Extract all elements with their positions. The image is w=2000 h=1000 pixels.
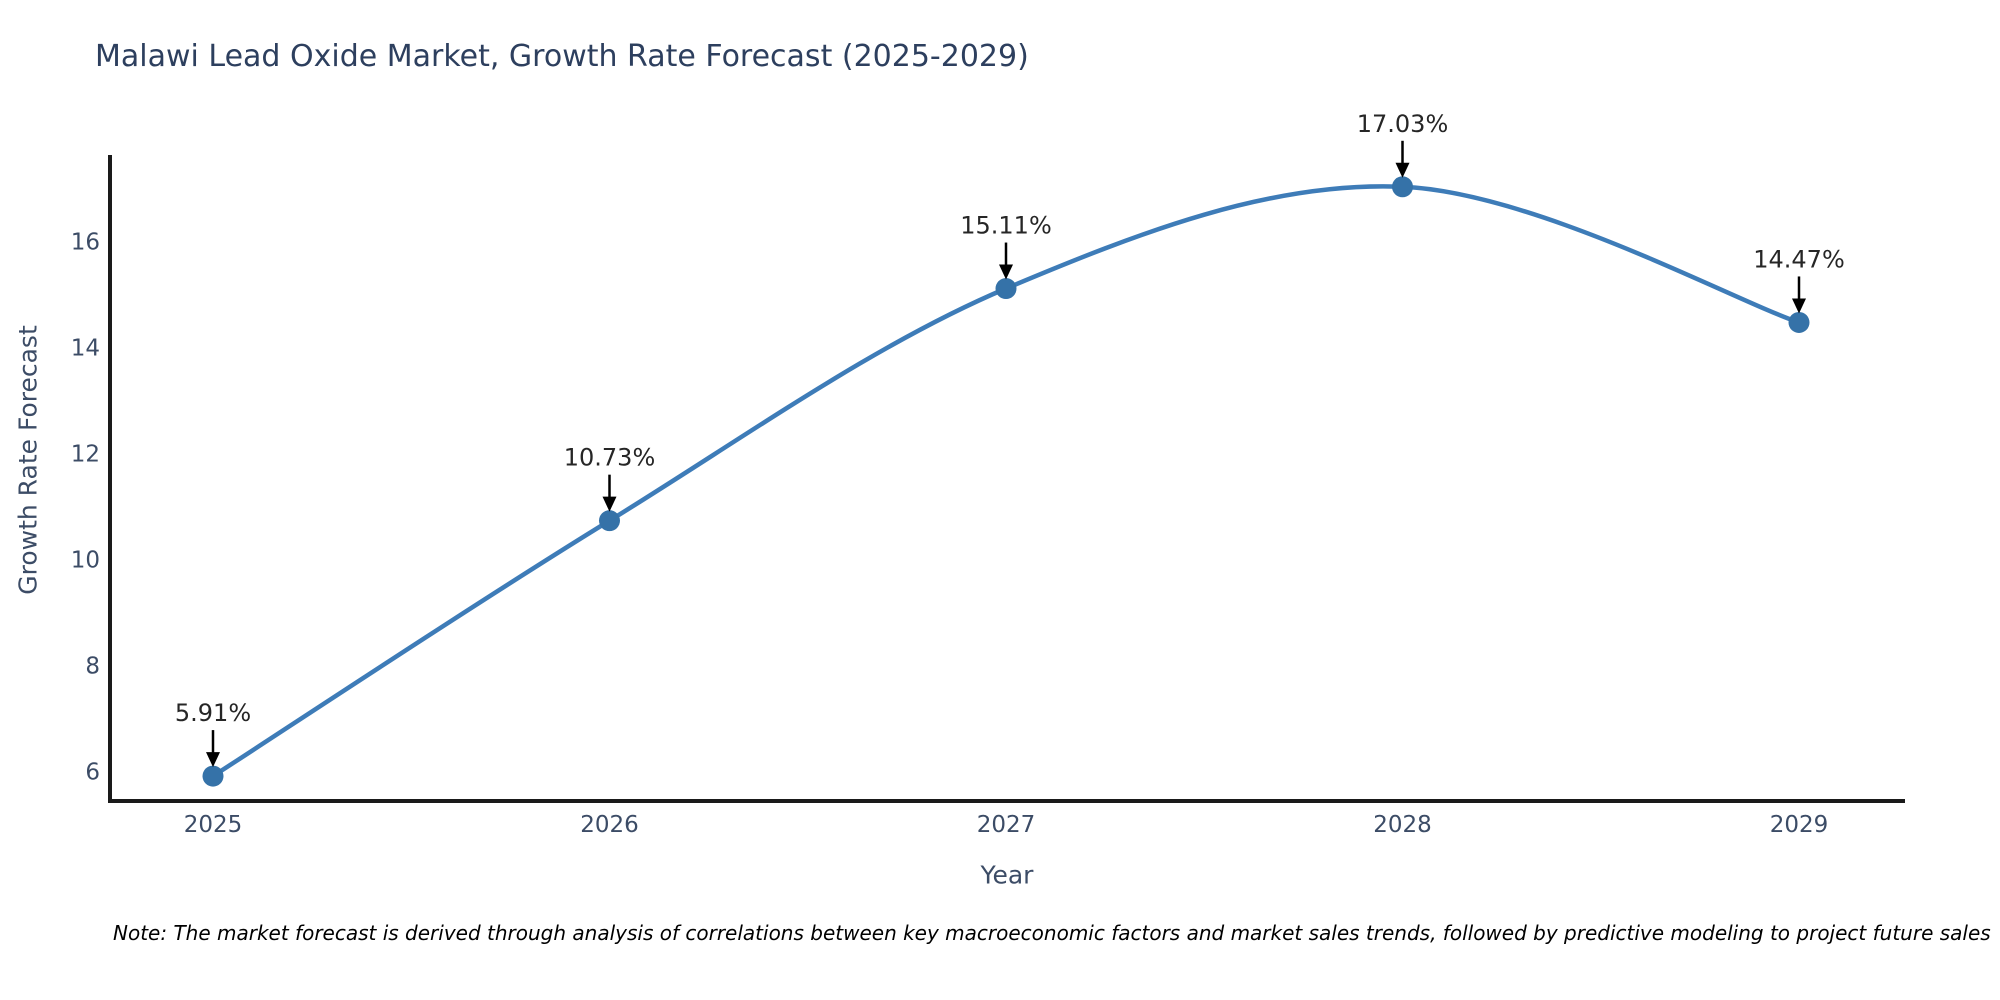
x-tick-label: 2028 xyxy=(1373,812,1432,838)
data-point-label: 10.73% xyxy=(564,444,656,472)
data-point-marker xyxy=(995,278,1017,300)
x-axis-title: Year xyxy=(980,860,1034,890)
data-point-marker xyxy=(599,510,620,532)
annotation-arrow-head xyxy=(602,496,617,512)
y-tick-label: 16 xyxy=(71,229,100,255)
annotation-arrow-head xyxy=(1395,162,1410,178)
annotation-arrow-head xyxy=(206,752,220,768)
footnote: Note: The market forecast is derived thr… xyxy=(113,921,1991,945)
data-point-label: 5.91% xyxy=(175,699,251,727)
data-point-label: 17.03% xyxy=(1357,110,1449,138)
annotation-arrow-head xyxy=(1792,298,1806,314)
y-tick-label: 10 xyxy=(71,547,100,573)
y-tick-label: 12 xyxy=(71,441,100,467)
data-point-marker xyxy=(1392,176,1413,198)
y-tick-label: 14 xyxy=(71,335,100,361)
x-tick-label: 2027 xyxy=(977,812,1036,838)
chart-title: Malawi Lead Oxide Market, Growth Rate Fo… xyxy=(95,39,1029,74)
x-tick-label: 2025 xyxy=(184,812,243,838)
y-tick-label: 6 xyxy=(85,759,100,785)
data-point-label: 14.47% xyxy=(1753,245,1845,273)
x-tick-label: 2029 xyxy=(1770,812,1829,838)
y-tick-label: 8 xyxy=(85,653,100,679)
annotation-arrow-head xyxy=(999,264,1013,280)
data-point-marker xyxy=(202,765,224,787)
data-point-marker xyxy=(1788,311,1810,333)
y-axis-title: Growth Rate Forecast xyxy=(13,325,43,595)
data-point-label: 15.11% xyxy=(960,212,1052,240)
x-tick-label: 2026 xyxy=(580,812,639,838)
